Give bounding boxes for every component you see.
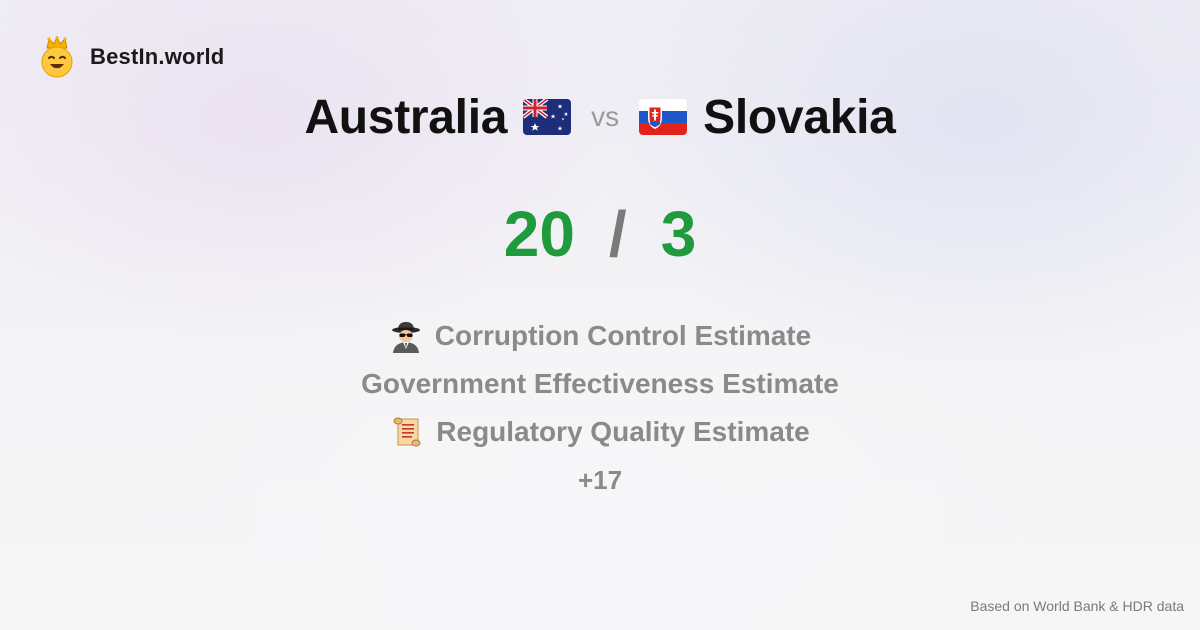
data-source-note: Based on World Bank & HDR data — [970, 598, 1184, 614]
scroll-icon — [393, 417, 421, 447]
metric-label: Government Effectiveness Estimate — [361, 368, 839, 399]
australia-flag-icon — [523, 99, 572, 135]
metric-list: Corruption Control Estimate Government E… — [0, 312, 1200, 504]
metric-label: Corruption Control Estimate — [434, 320, 812, 351]
left-country-name[interactable]: Australia — [304, 90, 508, 144]
comparison-title: Australia vs Slovakia — [0, 84, 1200, 150]
smiling-face-with-crown-icon — [41, 36, 73, 78]
score-separator: / — [608, 198, 627, 270]
metric-item[interactable]: Regulatory Quality Estimate — [390, 408, 810, 456]
slovakia-flag-icon — [639, 99, 688, 135]
left-score: 20 — [503, 198, 575, 270]
brand-name: BestIn.world — [90, 44, 225, 69]
right-country-name[interactable]: Slovakia — [703, 90, 896, 144]
more-count-label: +17 — [577, 464, 623, 495]
vs-label: vs — [591, 101, 620, 132]
score: 20 / 3 — [0, 194, 1200, 274]
metric-label: Regulatory Quality Estimate — [436, 416, 810, 447]
metric-item[interactable]: Corruption Control Estimate — [389, 312, 811, 360]
brand[interactable]: BestIn.world — [38, 36, 224, 78]
right-score: 3 — [660, 198, 697, 270]
metric-item[interactable]: Government Effectiveness Estimate — [361, 360, 839, 408]
spy-icon — [391, 322, 420, 353]
more-metrics-count[interactable]: +17 — [578, 456, 622, 504]
